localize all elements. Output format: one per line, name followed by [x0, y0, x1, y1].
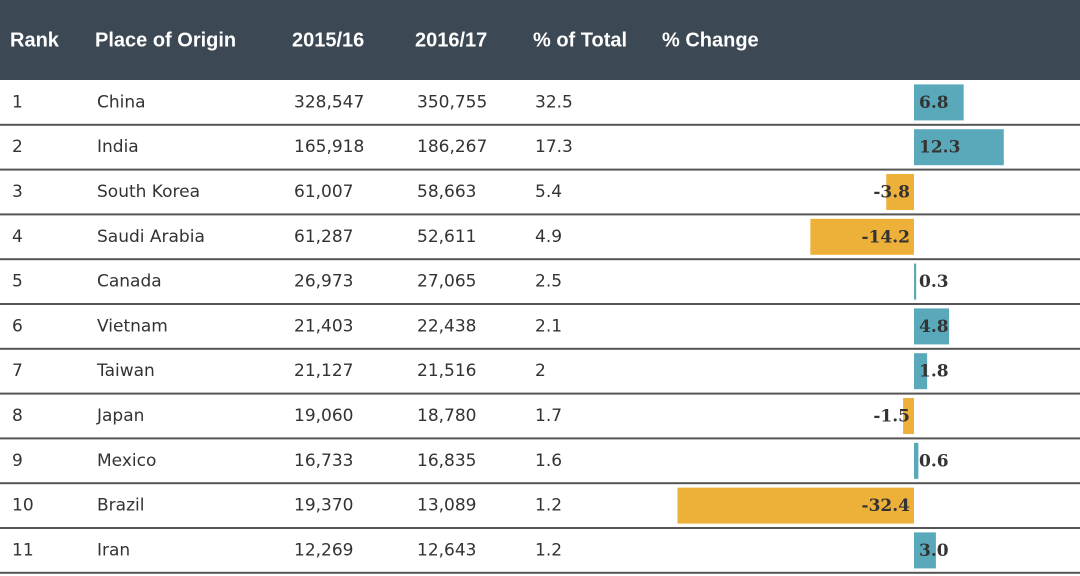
header-cell: % of Total: [533, 29, 627, 51]
cell: 1.2: [535, 540, 562, 560]
change-label: -32.4: [862, 496, 911, 516]
change-bar: [914, 353, 928, 390]
change-bar: [903, 398, 914, 434]
header-cell: 2015/16: [292, 29, 364, 51]
cell: 21,403: [294, 316, 353, 336]
header-cell: 2016/17: [415, 29, 487, 51]
cell: 3: [12, 182, 23, 202]
cell: 61,007: [294, 182, 353, 202]
cell: 16,733: [294, 451, 353, 471]
cell: 328,547: [294, 92, 364, 112]
change-label: -3.8: [873, 183, 910, 203]
cell: Taiwan: [96, 361, 155, 381]
row-divider: [0, 168, 1080, 171]
cell: 6: [12, 316, 23, 336]
cell: 11: [12, 540, 34, 560]
change-label: -14.2: [862, 227, 910, 247]
cell: 10: [12, 496, 34, 516]
cell: Brazil: [97, 496, 144, 516]
row-divider: [0, 258, 1080, 261]
cell: 21,127: [294, 361, 353, 381]
cell: 350,755: [417, 92, 487, 112]
cell: 32.5: [535, 92, 573, 112]
header-cell: Rank: [10, 29, 60, 51]
row-divider: [0, 571, 1080, 574]
cell: 2: [12, 137, 23, 157]
cell: 1.6: [535, 451, 562, 471]
cell: 61,287: [294, 227, 353, 247]
cell: 21,516: [417, 361, 476, 381]
cell: 27,065: [417, 272, 476, 292]
cell: 165,918: [294, 137, 364, 157]
cell: Vietnam: [97, 316, 168, 336]
change-label: 12.3: [919, 138, 960, 158]
change-label: 0.3: [919, 272, 949, 292]
cell: 12,269: [294, 540, 353, 560]
cell: 26,973: [294, 272, 353, 292]
cell: China: [97, 92, 146, 112]
cell: 12,643: [417, 540, 476, 560]
cell: 1.7: [535, 406, 562, 426]
row-divider: [0, 213, 1080, 216]
cell: 9: [12, 451, 23, 471]
cell: 19,060: [294, 406, 353, 426]
cell: 4.9: [535, 227, 562, 247]
change-label: -1.5: [873, 407, 910, 427]
cell: 2.5: [535, 272, 562, 292]
change-bar: [810, 218, 914, 255]
header-cell: Place of Origin: [95, 29, 236, 51]
cell: 1.2: [535, 496, 562, 516]
cell: 5: [12, 272, 23, 292]
cell: 5.4: [535, 182, 562, 202]
change-label: 1.8: [919, 362, 949, 382]
row-divider: [0, 527, 1080, 529]
cell: 13,089: [417, 496, 476, 516]
change-bar: [914, 263, 917, 300]
cell: 1: [12, 92, 23, 112]
change-bar: [886, 174, 914, 210]
change-bar: [914, 129, 1004, 166]
cell: 17.3: [535, 137, 573, 157]
change-label: 4.8: [919, 317, 949, 337]
cell: Japan: [96, 406, 144, 426]
cell: Canada: [97, 272, 162, 292]
change-bar: [914, 308, 950, 345]
cell: 4: [12, 227, 23, 247]
change-label: 0.6: [919, 451, 949, 471]
cell: 7: [12, 361, 23, 381]
cell: 2.1: [535, 316, 562, 336]
cell: 2: [535, 361, 546, 381]
cell: 58,663: [417, 182, 476, 202]
row-divider: [0, 437, 1080, 440]
cell: 16,835: [417, 451, 476, 471]
row-divider: [0, 123, 1080, 126]
cell: 186,267: [417, 137, 487, 157]
change-bar: [677, 487, 914, 524]
cell: India: [97, 137, 139, 157]
change-bar: [914, 442, 919, 479]
row-divider: [0, 303, 1080, 305]
cell: 22,438: [417, 316, 476, 336]
change-bar: [914, 84, 964, 121]
cell: South Korea: [97, 182, 200, 202]
change-label: 3.0: [919, 541, 949, 561]
cell: 18,780: [417, 406, 476, 426]
cell: 8: [12, 406, 23, 426]
cell: Saudi Arabia: [97, 227, 205, 247]
change-label: 6.8: [919, 93, 949, 113]
cell: 19,370: [294, 496, 353, 516]
cell: 52,611: [417, 227, 476, 247]
cell: Mexico: [97, 451, 156, 471]
row-divider: [0, 392, 1080, 395]
row-divider: [0, 482, 1080, 485]
header-cell: % Change: [662, 29, 759, 51]
header-bar: [0, 0, 1080, 80]
change-bar: [914, 532, 936, 569]
cell: Iran: [97, 540, 130, 560]
row-divider: [0, 347, 1080, 350]
